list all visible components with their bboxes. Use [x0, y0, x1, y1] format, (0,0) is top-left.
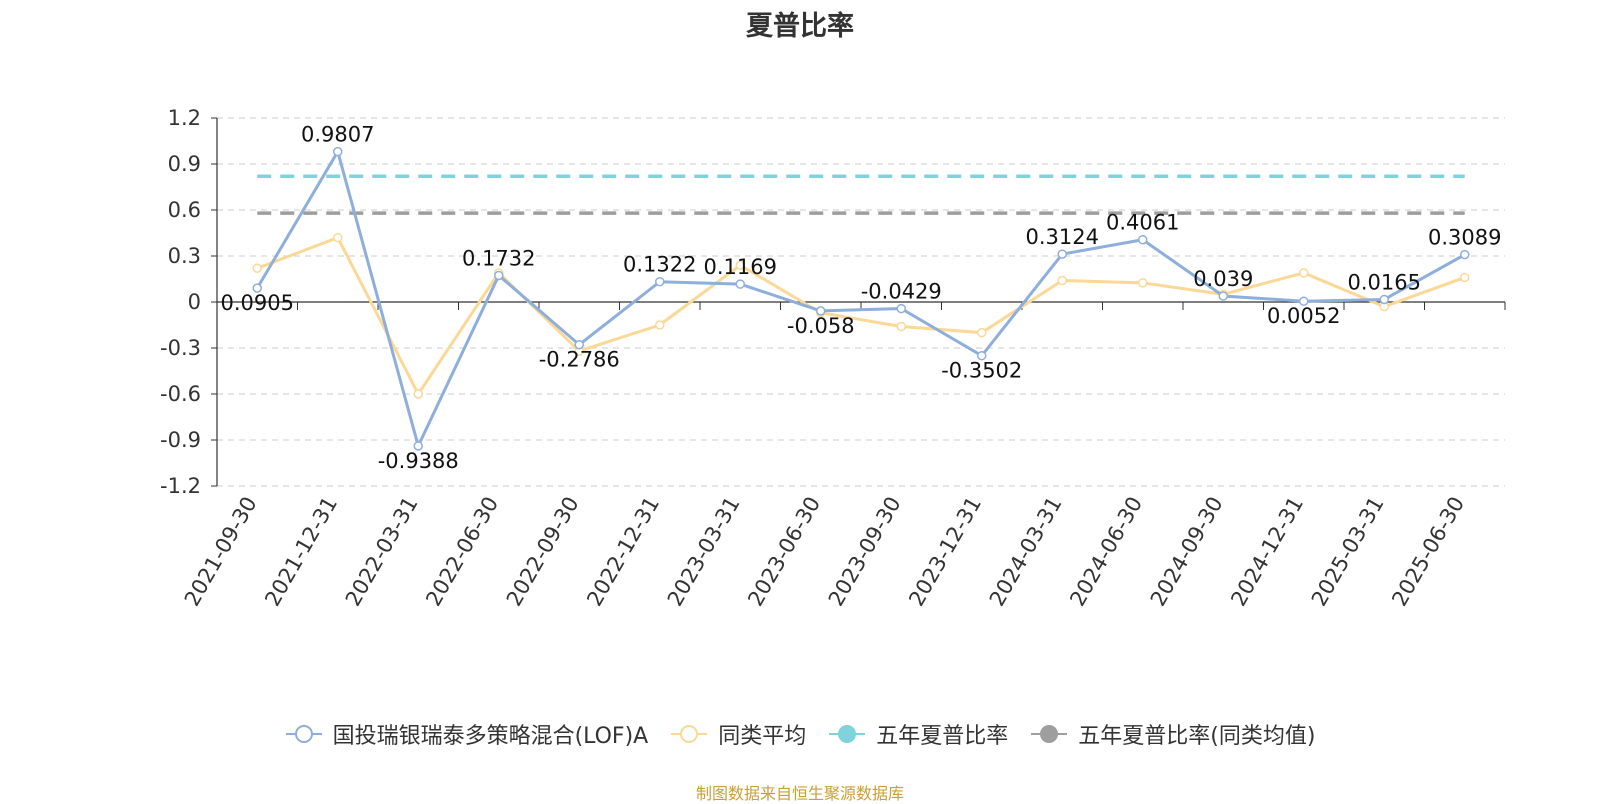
fund-data-label: 0.1169	[704, 255, 777, 279]
average-point	[896, 321, 906, 332]
fund-point	[655, 276, 665, 287]
fund-data-label: -0.0429	[861, 280, 942, 304]
y-tick-label: 0	[188, 290, 201, 314]
x-tick-label: 2022-03-31	[341, 493, 423, 611]
y-tick-label: 0.6	[168, 198, 201, 222]
x-tick-label: 2025-06-30	[1387, 493, 1469, 611]
fund-data-label: 0.0905	[221, 291, 294, 315]
average-point	[1057, 275, 1067, 286]
legend-marker-fund-icon	[285, 725, 322, 743]
legend-marker-average-icon	[671, 725, 708, 743]
legend-marker-five-year-average-icon	[1031, 725, 1068, 743]
fund-point	[735, 279, 745, 289]
y-tick-label: 0.9	[168, 152, 201, 176]
x-tick-label: 2023-12-31	[904, 493, 986, 611]
fund-data-label: 0.9807	[301, 123, 374, 147]
fund-data-label: -0.2786	[539, 348, 620, 372]
y-tick-label: 0.3	[168, 244, 201, 268]
fund-point	[333, 146, 343, 157]
fund-data-label: 0.4061	[1106, 211, 1179, 235]
average-point	[655, 320, 665, 330]
sharpe-ratio-line-chart: 1.20.90.60.30-0.3-0.6-0.9-1.22021-09-302…	[160, 106, 1506, 611]
legend-marker-five-year-icon	[829, 725, 866, 743]
legend-item-five-year-average[interactable]: 五年夏普比率(同类均值)	[1030, 718, 1315, 750]
x-tick-label: 2025-03-31	[1307, 493, 1389, 611]
x-tick-label: 2022-09-30	[502, 493, 584, 611]
x-tick-label: 2022-12-31	[582, 493, 664, 611]
x-tick-label: 2023-06-30	[743, 493, 825, 611]
x-tick-label: 2021-09-30	[180, 493, 262, 611]
fund-point	[977, 350, 987, 361]
series-line-average	[256, 235, 1466, 397]
fund-data-label: -0.058	[787, 314, 855, 338]
y-tick-label: -0.9	[160, 428, 201, 452]
fund-data-label: 0.1322	[623, 253, 696, 277]
legend-label-five-year-average: 五年夏普比率(同类均值)	[1078, 724, 1316, 749]
average-point	[735, 260, 745, 270]
x-tick-label: 2023-03-31	[663, 493, 745, 611]
average-point	[977, 327, 987, 338]
legend-label-average: 同类平均	[718, 724, 807, 749]
average-point	[333, 232, 343, 243]
y-tick-label: -0.6	[160, 382, 201, 406]
fund-data-label: 0.039	[1193, 267, 1253, 291]
fund-data-label: 0.1732	[462, 246, 535, 270]
legend-label-five-year: 五年夏普比率	[876, 724, 1009, 749]
fund-point	[1299, 296, 1309, 306]
average-point	[1138, 278, 1148, 288]
legend-label-fund: 国投瑞银瑞泰多策略混合(LOF)A	[332, 724, 649, 749]
fund-point	[1138, 234, 1148, 245]
fund-point	[252, 283, 262, 293]
legend-item-average[interactable]: 同类平均	[670, 718, 806, 750]
fund-point	[413, 441, 423, 451]
x-tick-label: 2024-06-30	[1065, 493, 1147, 611]
chart-title: 夏普比率	[746, 11, 854, 42]
fund-point	[896, 303, 906, 314]
average-point	[1299, 268, 1309, 278]
fund-data-label: 0.0052	[1267, 304, 1340, 328]
fund-data-label: 0.3089	[1428, 226, 1501, 250]
x-tick-label: 2024-09-30	[1146, 493, 1228, 611]
x-tick-label: 2022-06-30	[421, 493, 503, 611]
x-tick-label: 2024-12-31	[1226, 493, 1308, 611]
y-tick-label: 1.2	[168, 106, 201, 130]
average-point	[413, 389, 423, 399]
legend-item-fund[interactable]: 国投瑞银瑞泰多策略混合(LOF)A	[285, 718, 649, 750]
fund-data-label: 0.0165	[1348, 270, 1421, 294]
y-tick-label: -0.3	[160, 336, 201, 360]
x-tick-label: 2021-12-31	[260, 493, 342, 611]
fund-point	[1218, 291, 1228, 301]
fund-point	[816, 306, 826, 316]
series-line-fund	[255, 147, 1466, 451]
fund-point	[494, 270, 504, 281]
y-tick-label: -1.2	[160, 474, 201, 498]
fund-data-label: -0.9388	[378, 449, 459, 473]
fund-point	[1379, 294, 1389, 305]
average-point	[1460, 272, 1470, 283]
x-tick-label: 2023-09-30	[824, 493, 906, 611]
legend-item-five-year[interactable]: 五年夏普比率	[828, 718, 1008, 750]
fund-point	[1460, 249, 1470, 260]
fund-data-label: 0.3124	[1026, 225, 1099, 249]
average-point	[252, 263, 262, 274]
fund-point	[1057, 249, 1067, 259]
fund-point	[574, 339, 584, 350]
x-tick-label: 2024-03-31	[985, 493, 1067, 611]
fund-data-label: -0.3502	[941, 359, 1022, 383]
data-source-note: 制图数据来自恒生聚源数据库	[695, 784, 904, 803]
chart-legend: 国投瑞银瑞泰多策略混合(LOF)A 同类平均 五年夏普比率 五年夏普比率(同类均…	[0, 718, 1600, 750]
